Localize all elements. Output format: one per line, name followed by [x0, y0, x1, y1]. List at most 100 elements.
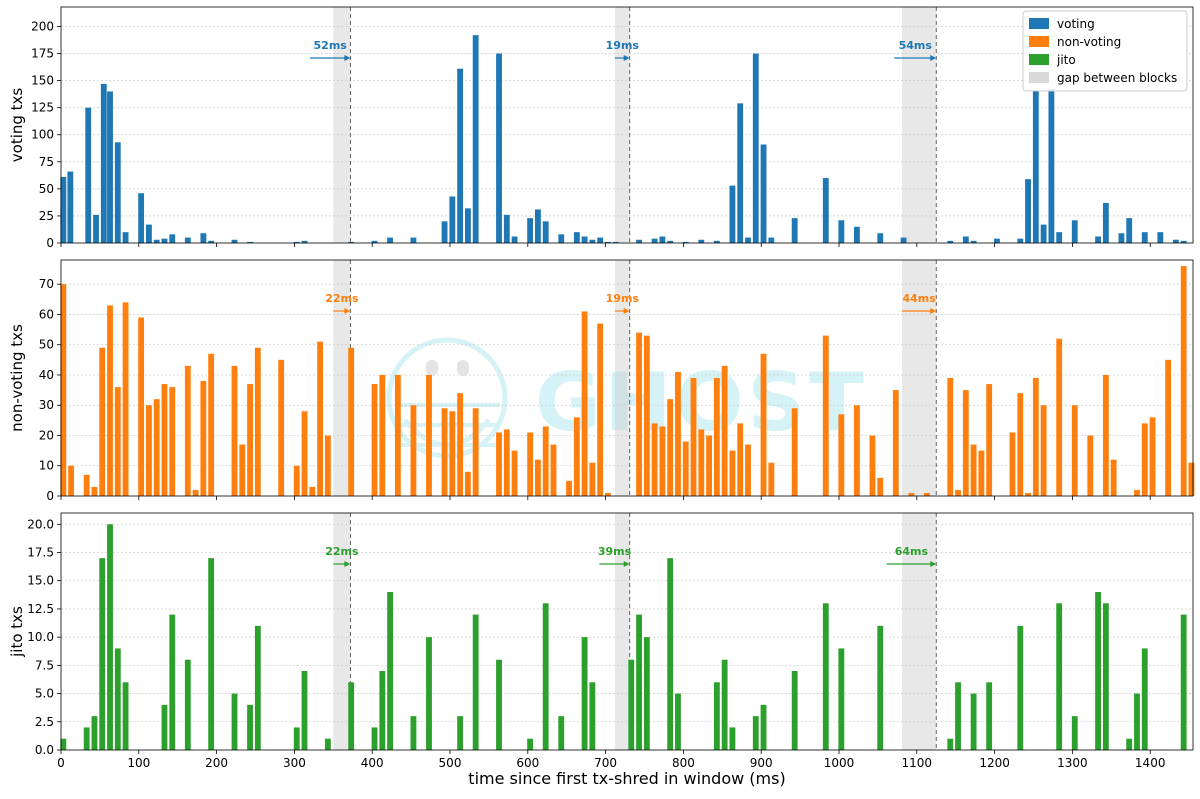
non-voting-bar	[192, 489, 199, 496]
voting-gap-label: 19ms	[606, 39, 640, 52]
non-voting-bar	[970, 444, 977, 496]
non-voting-bar	[581, 311, 588, 496]
jito-bar	[760, 704, 767, 750]
legend-swatch	[1029, 18, 1049, 29]
voting-bar	[1048, 89, 1055, 243]
non-voting-bar	[675, 371, 681, 496]
jito-bar	[838, 648, 845, 750]
xtick-label: 400	[361, 756, 384, 770]
jito-ytick-label: 5.0	[35, 687, 54, 701]
voting-bar	[60, 176, 67, 243]
voting-ytick-label: 100	[31, 128, 54, 142]
voting-bar	[153, 239, 160, 243]
voting-bar	[698, 239, 705, 243]
jito-bar	[713, 682, 720, 750]
non-voting-bar	[924, 492, 930, 496]
non-voting-bar	[410, 405, 417, 496]
non-voting-bar	[573, 417, 580, 496]
jito-bar	[83, 727, 90, 750]
jito-bar	[231, 693, 238, 750]
voting-bar	[247, 241, 253, 243]
non-voting-bar	[464, 471, 471, 496]
jito-bar	[877, 625, 884, 750]
jito-bar	[1141, 648, 1148, 750]
jito-bar	[122, 682, 129, 750]
non-voting-bar	[527, 432, 534, 496]
legend-swatch	[1029, 72, 1049, 83]
legend-label: non-voting	[1057, 35, 1121, 49]
voting-bar	[970, 240, 977, 243]
voting-ytick-label: 50	[39, 182, 54, 196]
non-voting-bar	[278, 359, 285, 496]
non-voting-bar	[1009, 432, 1016, 496]
jito-bar	[348, 682, 355, 750]
non-voting-bar	[239, 444, 246, 496]
jito-ytick-label: 20.0	[27, 517, 54, 531]
jito-bar	[410, 716, 417, 750]
non-voting-bar	[153, 399, 160, 496]
non-voting-bar	[309, 486, 316, 496]
voting-bar	[161, 238, 168, 243]
voting-bar	[1025, 179, 1031, 243]
non-voting-ytick-label: 10	[39, 459, 54, 473]
non-voting-bar	[107, 305, 113, 496]
non-voting-bar	[91, 486, 98, 496]
xtick-label: 1000	[824, 756, 855, 770]
legend-label: voting	[1057, 17, 1095, 31]
jito-bar	[791, 671, 798, 750]
non-voting-gap-arrowhead	[623, 308, 630, 314]
voting-bar	[542, 221, 549, 243]
jito-bar	[986, 682, 993, 750]
voting-ylabel: voting txs	[8, 88, 26, 163]
non-voting-bar	[1165, 359, 1172, 496]
jito-bar	[247, 704, 253, 750]
jito-bar	[667, 558, 674, 750]
non-voting-bar	[651, 423, 658, 496]
voting-bar	[1141, 232, 1148, 243]
voting-bar	[1095, 236, 1102, 243]
voting-bar	[752, 53, 759, 243]
non-voting-gap-label: 19ms	[606, 292, 640, 305]
non-voting-bar	[713, 378, 720, 496]
jito-gap-label: 39ms	[598, 545, 632, 558]
jito-ytick-label: 2.5	[35, 715, 54, 729]
jito-bar	[628, 659, 635, 750]
voting-bar	[231, 239, 238, 243]
voting-bar	[100, 83, 107, 243]
non-voting-bar	[371, 384, 378, 496]
voting-bar	[67, 171, 74, 243]
non-voting-bar	[1134, 489, 1140, 496]
jito-bar	[1180, 614, 1187, 750]
non-voting-bar	[138, 317, 145, 496]
non-voting-ytick-label: 60	[39, 307, 54, 321]
voting-ytick-label: 125	[31, 101, 54, 115]
voting-bar	[511, 236, 518, 243]
non-voting-gap-region	[614, 260, 630, 496]
non-voting-bar	[721, 365, 728, 496]
jito-bar	[426, 637, 432, 750]
non-voting-bar	[1071, 405, 1078, 496]
jito-bar	[301, 671, 308, 750]
voting-ytick-label: 200	[31, 19, 54, 33]
voting-bar	[1126, 218, 1133, 243]
non-voting-bar	[768, 462, 775, 496]
non-voting-bar	[231, 365, 238, 496]
voting-ytick-label: 175	[31, 47, 54, 61]
jito-bar	[114, 648, 121, 750]
voting-bar	[573, 232, 580, 243]
jito-bar	[1095, 592, 1102, 750]
non-voting-bar	[1032, 378, 1039, 496]
non-voting-ylabel: non-voting txs	[8, 324, 26, 432]
non-voting-bar	[853, 405, 860, 496]
non-voting-axes-frame	[60, 259, 1194, 497]
non-voting-bar	[566, 480, 572, 496]
xtick-label: 1400	[1135, 756, 1166, 770]
non-voting-bar	[1110, 459, 1117, 496]
non-voting-bar	[293, 465, 300, 496]
voting-bar	[293, 241, 300, 243]
legend-swatch	[1029, 54, 1049, 65]
non-voting-bar	[1056, 338, 1063, 496]
non-voting-bar	[698, 429, 705, 496]
jito-bar	[379, 671, 386, 750]
non-voting-bar	[535, 459, 541, 496]
